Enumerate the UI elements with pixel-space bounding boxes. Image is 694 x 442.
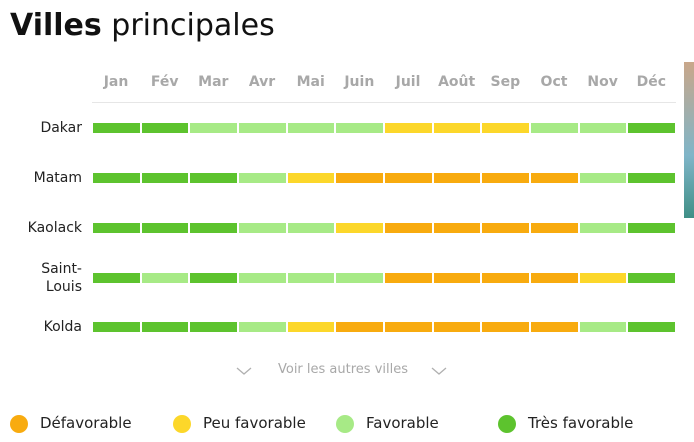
month-rating [190, 223, 237, 233]
city-label: Kolda [43, 319, 82, 335]
month-rating [531, 123, 578, 133]
month-rating [141, 123, 189, 133]
chevrons [236, 367, 447, 375]
month-rating [433, 273, 481, 283]
month-label: Mar [198, 74, 229, 90]
legend-label: Peu favorable [203, 414, 306, 432]
month-rating [336, 173, 383, 183]
month-rating [93, 123, 140, 133]
month-rating [482, 123, 529, 133]
month-rating [579, 223, 627, 233]
month-rating [531, 322, 578, 332]
month-rating [190, 123, 237, 133]
month-rating [579, 322, 627, 332]
month-rating [385, 123, 432, 133]
month-rating [628, 273, 675, 283]
month-rating [385, 273, 432, 283]
month-label: Déc [636, 74, 667, 90]
month-rating [482, 223, 529, 233]
month-rating [385, 223, 432, 233]
city-label: Saint-Louis [41, 261, 82, 295]
month-rating [141, 273, 189, 283]
month-label: Mai [296, 74, 325, 90]
more-cities-link[interactable]: Voir les autres villes [277, 362, 408, 377]
month-rating [239, 123, 286, 133]
month-rating [287, 173, 335, 183]
month-rating [239, 273, 286, 283]
month-rating [287, 273, 335, 283]
month-rating [385, 322, 432, 332]
month-rating [239, 223, 286, 233]
month-rating [579, 273, 627, 283]
month-rating [93, 223, 140, 233]
city-label: Dakar [40, 120, 82, 136]
month-rating [141, 173, 189, 183]
month-rating [482, 322, 529, 332]
month-rating [628, 123, 675, 133]
month-rating [287, 223, 335, 233]
legend-label: Très favorable [528, 414, 634, 432]
legend-swatch [498, 415, 516, 433]
month-rating [336, 123, 383, 133]
section-title: Villes principales [10, 8, 275, 43]
month-rating [579, 123, 627, 133]
legend-label: Défavorable [40, 414, 132, 432]
month-rating [336, 273, 383, 283]
month-rating [190, 273, 237, 283]
month-rating [93, 322, 140, 332]
month-rating [433, 223, 481, 233]
month-rating [239, 173, 286, 183]
legend-swatch [336, 415, 354, 433]
legend-label: Favorable [366, 414, 439, 432]
month-rating [531, 173, 578, 183]
legend-swatch [173, 415, 191, 433]
side-image [684, 62, 694, 218]
month-rating [336, 223, 383, 233]
header-rule [92, 102, 676, 103]
city-label: Kaolack [27, 220, 82, 236]
month-label: Nov [587, 74, 618, 90]
city-label: Matam [33, 170, 82, 186]
month-rating [336, 322, 383, 332]
month-rating [190, 173, 237, 183]
month-rating [628, 173, 675, 183]
month-label: Août [438, 74, 476, 90]
month-rating [531, 223, 578, 233]
month-rating [482, 273, 529, 283]
month-label: Jan [103, 74, 129, 90]
month-rating [141, 322, 189, 332]
month-rating [433, 173, 481, 183]
month-label: Juil [395, 74, 421, 90]
month-rating [93, 173, 140, 183]
title-rest: principales [111, 8, 275, 43]
month-rating [579, 173, 627, 183]
month-rating [433, 322, 481, 332]
month-rating [190, 322, 237, 332]
month-rating [287, 123, 335, 133]
title-bold: Villes [10, 8, 102, 43]
month-label: Sep [490, 74, 521, 90]
month-rating [628, 322, 675, 332]
month-label: Juin [344, 74, 375, 90]
month-rating [141, 223, 189, 233]
month-label: Avr [248, 74, 276, 90]
month-rating [433, 123, 481, 133]
month-label: Fév [150, 74, 179, 90]
month-rating [287, 322, 335, 332]
month-rating [385, 173, 432, 183]
month-rating [482, 173, 529, 183]
month-rating [531, 273, 578, 283]
month-label: Oct [540, 74, 568, 90]
month-rating [93, 273, 140, 283]
month-rating [239, 322, 286, 332]
legend-swatch [10, 415, 28, 433]
month-rating [628, 223, 675, 233]
